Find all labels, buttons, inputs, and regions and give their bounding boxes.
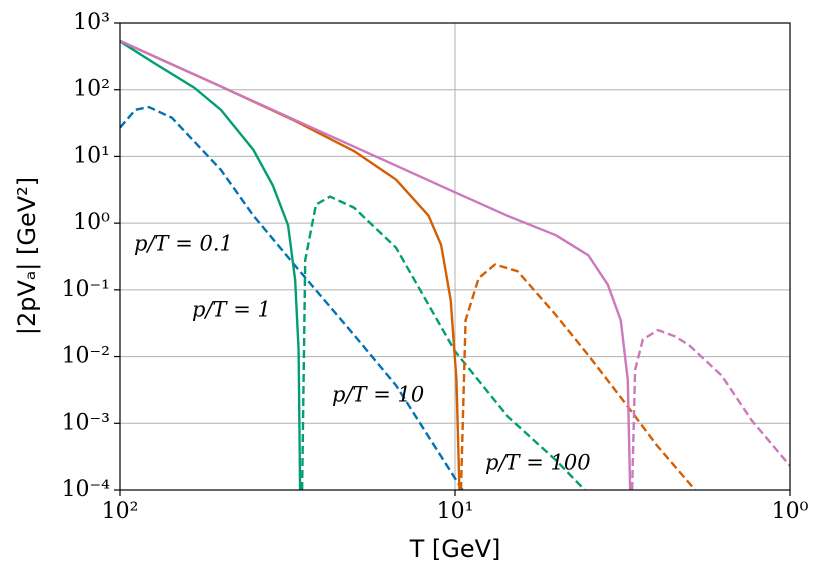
y-tick-label: 10⁻² — [62, 344, 110, 369]
y-tick-label: 10⁻³ — [62, 410, 110, 435]
y-tick-label: 10⁻¹ — [62, 277, 110, 302]
y-tick-label: 10¹ — [73, 143, 110, 168]
x-tick-label: 10⁰ — [772, 499, 809, 524]
y-axis-label: |2pVₐ| [GeV²] — [13, 177, 41, 335]
series-line — [630, 328, 790, 490]
series-line — [120, 40, 302, 490]
y-tick-label: 10² — [73, 77, 110, 102]
y-tick-label: 10⁻⁴ — [62, 477, 111, 502]
ticks: 10² 10¹ 10⁰ 10⁻⁴ 10⁻³ 10⁻² 10⁻¹ 10⁰ 10¹ 10² 10³ — [62, 10, 809, 524]
series-line — [459, 263, 697, 490]
y-tick-label: 10⁰ — [73, 210, 110, 235]
series-annotation: p/T = 10 — [332, 383, 424, 407]
series-line — [300, 195, 586, 490]
series-line — [120, 105, 464, 490]
y-tick-label: 10³ — [73, 10, 110, 35]
series-line — [120, 39, 632, 490]
x-tick-label: 10¹ — [437, 499, 474, 524]
series-annotation: p/T = 100 — [485, 451, 591, 475]
series-annotation: p/T = 1 — [192, 298, 271, 322]
x-tick-label: 10² — [102, 499, 139, 524]
plot-lines — [120, 39, 790, 490]
series-annotation: p/T = 0.1 — [134, 232, 233, 256]
x-axis-label: T [GeV] — [409, 535, 501, 563]
